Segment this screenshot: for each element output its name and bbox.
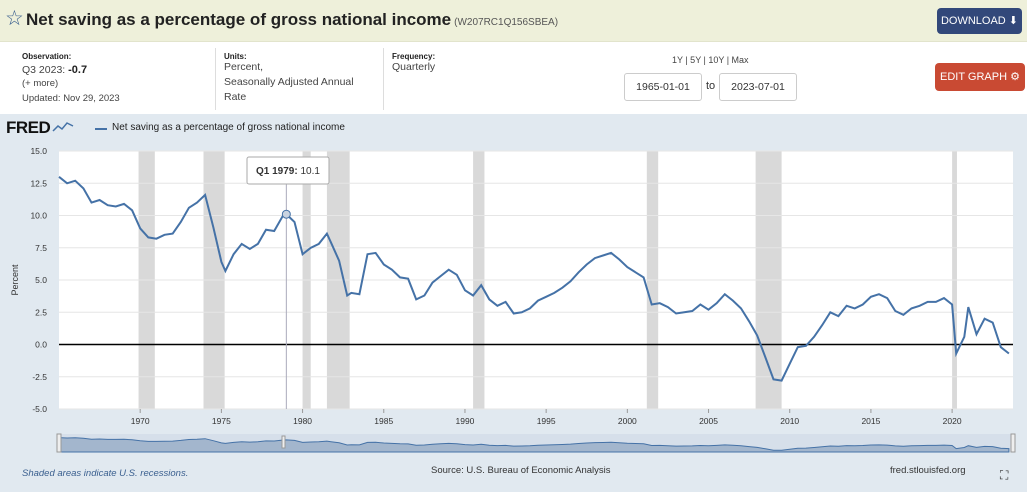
tooltip-marker <box>281 209 291 219</box>
title-bar: ☆ Net saving as a percentage of gross na… <box>0 0 1027 42</box>
fullscreen-icon[interactable]: ⛶ <box>1000 468 1009 482</box>
y-tick-label: 10.0 <box>30 211 47 221</box>
fred-logo-text: FRED <box>6 118 51 137</box>
units-value: Percent, <box>224 61 264 73</box>
frequency-value: Quarterly <box>392 61 436 73</box>
x-tick-label: 1995 <box>537 416 556 426</box>
observation-period: Q3 2023: <box>22 64 66 76</box>
x-tick-label: 2020 <box>943 416 962 426</box>
recession-note: Shaded areas indicate U.S. recessions. <box>22 468 189 479</box>
y-tick-label: 2.5 <box>35 307 47 317</box>
divider <box>383 48 384 110</box>
x-tick-label: 1985 <box>374 416 393 426</box>
tooltip: Q1 1979: 10.1 <box>246 156 330 185</box>
x-tick-label: 1990 <box>455 416 474 426</box>
title-text: Net saving as a percentage of gross nati… <box>26 10 452 29</box>
tooltip-date: Q1 1979: <box>256 166 298 177</box>
navigator-handle-left <box>56 433 62 453</box>
divider <box>215 48 216 110</box>
page-title: Net saving as a percentage of gross nati… <box>26 10 558 30</box>
y-tick-label: -2.5 <box>32 372 47 382</box>
x-tick-label: 1980 <box>293 416 312 426</box>
y-tick-label: 15.0 <box>30 146 47 156</box>
tooltip-text: Q1 1979: 10.1 <box>256 166 320 177</box>
navigator-handle-right <box>1010 433 1016 453</box>
updated-date: Updated: Nov 29, 2023 <box>22 93 120 104</box>
x-tick-label: 1970 <box>131 416 150 426</box>
start-date-input[interactable]: 1965-01-01 <box>624 73 702 101</box>
to-label: to <box>706 80 716 92</box>
x-tick-label: 2010 <box>780 416 799 426</box>
x-tick-label: 2000 <box>618 416 637 426</box>
legend-line <box>95 128 107 130</box>
y-tick-label: -5.0 <box>32 404 47 414</box>
legend-text: Net saving as a percentage of gross nati… <box>112 122 345 133</box>
y-tick-labels: -5.0 -2.5 0.0 2.5 5.0 7.5 10.0 12.5 15.0 <box>30 146 47 414</box>
frequency-label: Frequency: <box>392 52 436 61</box>
units-label: Units: <box>224 52 247 61</box>
x-tick-label: 2015 <box>861 416 880 426</box>
end-date-input[interactable]: 2023-07-01 <box>719 73 797 101</box>
tooltip-box <box>246 156 330 185</box>
observation-value: -0.7 <box>68 64 88 76</box>
observation-label: Observation: <box>22 52 72 61</box>
units-value-2: Seasonally Adjusted Annual <box>224 76 354 88</box>
fred-logo: FRED <box>6 118 74 138</box>
star-icon[interactable]: ☆ <box>5 7 24 30</box>
chart: -5.0-2.50.02.55.07.510.012.515.0 1970 197… <box>10 146 1016 453</box>
observation-value-line: Q3 2023: -0.7 <box>22 63 87 78</box>
navigator-area <box>58 437 1010 453</box>
series-line <box>58 176 1010 382</box>
y-tick-label: 7.5 <box>35 243 47 253</box>
navigator-handle-mid <box>281 435 286 449</box>
tooltip-value: 10.1 <box>300 166 320 177</box>
fred-logo-chart-icon <box>52 122 74 132</box>
gridlines <box>59 150 1013 410</box>
fred-url[interactable]: fred.stlouisfed.org <box>890 465 966 476</box>
range-links[interactable]: 1Y | 5Y | 10Y | Max <box>672 55 749 65</box>
x-tick-labels: 1970 1975 1980 1985 1990 1995 2000 2005 2010 2015… <box>131 409 962 426</box>
x-tick-label: 2005 <box>699 416 718 426</box>
y-tick-label: 0.0 <box>35 340 47 350</box>
more-link[interactable]: (+ more) <box>22 78 59 89</box>
y-axis-label: Percent <box>10 264 20 296</box>
y-tick-label: 5.0 <box>35 275 47 285</box>
download-button[interactable]: DOWNLOAD ⬇ <box>937 8 1022 34</box>
range-navigator <box>56 433 1016 453</box>
source-text: Source: U.S. Bureau of Economic Analysis <box>431 465 611 476</box>
edit-graph-button[interactable]: EDIT GRAPH ⚙ <box>935 63 1025 91</box>
series-id: (W207RC1Q156SBEA) <box>454 17 559 28</box>
x-tick-label: 1975 <box>212 416 231 426</box>
units-value-3: Rate <box>224 91 247 103</box>
y-tick-label: 12.5 <box>30 178 47 188</box>
